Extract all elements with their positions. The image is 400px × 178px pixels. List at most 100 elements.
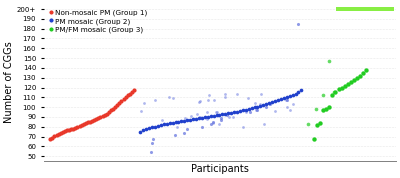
Point — [196, 116, 202, 119]
Point — [258, 93, 264, 96]
Point — [197, 99, 203, 102]
Point — [349, 8, 355, 11]
Point — [329, 94, 336, 97]
Point — [212, 110, 219, 113]
Point — [49, 136, 56, 139]
Point — [143, 127, 150, 130]
Point — [335, 8, 341, 11]
Point — [284, 99, 290, 102]
Point — [91, 118, 98, 121]
Point — [170, 121, 176, 124]
Point — [281, 97, 287, 100]
Point — [254, 109, 260, 111]
Point — [295, 22, 301, 25]
Point — [97, 116, 104, 118]
Point — [78, 123, 85, 126]
X-axis label: Participants: Participants — [191, 164, 249, 174]
Point — [370, 8, 377, 11]
Point — [248, 107, 255, 109]
Point — [295, 91, 302, 94]
Point — [363, 8, 370, 11]
Y-axis label: Number of CGGs: Number of CGGs — [4, 42, 14, 124]
Point — [344, 82, 351, 85]
Point — [150, 137, 156, 140]
Point — [298, 89, 304, 92]
Point — [234, 93, 240, 95]
Point — [287, 108, 294, 111]
Point — [129, 91, 135, 94]
Point — [187, 118, 193, 121]
Point — [138, 110, 144, 113]
Point — [62, 129, 68, 132]
Point — [118, 100, 125, 103]
Point — [137, 130, 144, 133]
Point — [330, 91, 337, 94]
Point — [381, 8, 388, 11]
Point — [260, 104, 266, 107]
Point — [85, 120, 91, 123]
Point — [166, 121, 173, 124]
Point — [131, 89, 137, 92]
Point — [205, 98, 212, 101]
Point — [66, 128, 72, 131]
Point — [206, 93, 212, 96]
Point — [68, 127, 74, 130]
Point — [221, 96, 228, 98]
Point — [263, 103, 270, 106]
Point — [141, 102, 148, 105]
Point — [219, 112, 226, 115]
Point — [124, 94, 131, 97]
Point — [148, 151, 154, 154]
Point — [164, 122, 170, 125]
Point — [114, 104, 120, 107]
Point — [182, 116, 188, 119]
Point — [239, 126, 246, 129]
Point — [60, 130, 66, 133]
Point — [222, 112, 228, 115]
Point — [210, 114, 217, 117]
Point — [290, 103, 296, 105]
Point — [213, 114, 220, 116]
Point — [284, 96, 290, 99]
Point — [172, 133, 178, 136]
Point — [222, 92, 228, 95]
Point — [305, 122, 311, 125]
Point — [362, 68, 369, 71]
Point — [245, 96, 251, 99]
Point — [106, 111, 112, 113]
Point — [204, 117, 210, 120]
Point — [286, 95, 293, 98]
Point — [350, 78, 357, 81]
Point — [254, 106, 261, 109]
Point — [172, 120, 179, 123]
Point — [378, 8, 384, 11]
Point — [188, 115, 194, 118]
Point — [58, 131, 64, 134]
Point — [202, 116, 208, 118]
Point — [374, 8, 380, 11]
Point — [246, 108, 252, 111]
Point — [159, 119, 165, 122]
Point — [257, 105, 264, 108]
Point — [360, 8, 366, 11]
Point — [275, 99, 281, 102]
Point — [342, 8, 348, 11]
Point — [367, 8, 373, 11]
Point — [261, 122, 267, 125]
Point — [178, 119, 184, 122]
Point — [122, 96, 129, 99]
Point — [95, 116, 102, 119]
Point — [166, 95, 173, 98]
Point — [240, 109, 246, 111]
Point — [356, 8, 362, 11]
Point — [323, 108, 330, 111]
Point — [237, 110, 243, 112]
Point — [214, 111, 220, 113]
Point — [175, 120, 182, 123]
Point — [74, 125, 81, 128]
Point — [284, 106, 290, 109]
Point — [152, 98, 158, 101]
Point — [170, 97, 176, 100]
Point — [267, 103, 273, 106]
Point — [108, 109, 114, 111]
